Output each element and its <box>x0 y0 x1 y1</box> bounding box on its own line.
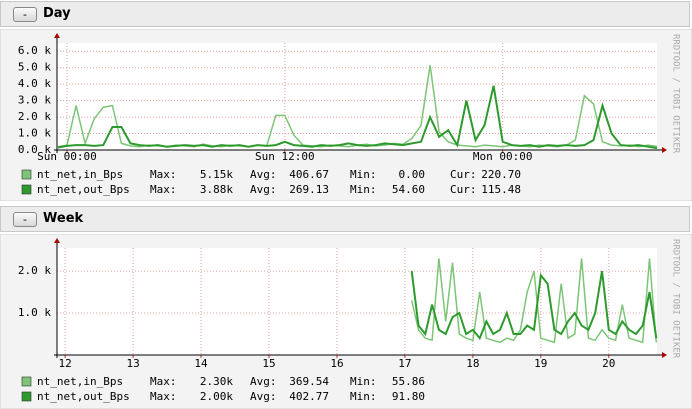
axis-arrow <box>662 147 667 153</box>
legend-swatch <box>21 391 32 402</box>
y-tick-label: 2.0 k <box>18 110 51 123</box>
stat-name: Avg: <box>250 390 277 403</box>
stat-name: Min: <box>350 390 377 403</box>
plot-area <box>57 248 657 355</box>
x-tick-label: 19 <box>534 357 547 370</box>
y-tick-label: 1.0 k <box>18 306 51 319</box>
series-line <box>410 258 658 344</box>
watermark: RRDTOOL / TOBI OETIKER <box>671 34 681 154</box>
x-tick-label: 15 <box>262 357 275 370</box>
stat-value: 406.67 <box>289 168 329 181</box>
stat-value: 369.54 <box>289 375 329 388</box>
x-tick-label: Sun 00:00 <box>37 150 97 163</box>
stat-name: Min: <box>350 183 377 196</box>
stat-value: 5.15k <box>200 168 233 181</box>
legend-label: nt_net,in_Bps <box>37 375 123 388</box>
axis-arrow <box>54 33 60 38</box>
series-line <box>57 85 658 150</box>
y-tick-label: 3.0 k <box>18 94 51 107</box>
panel-header: - Week <box>0 206 690 232</box>
x-tick-label: 13 <box>126 357 139 370</box>
legend-swatch <box>21 184 32 195</box>
x-tick-label: 17 <box>398 357 411 370</box>
y-tick-label: 6.0 k <box>18 44 51 57</box>
legend-swatch <box>21 169 32 180</box>
panel-title: Day <box>43 6 71 21</box>
stat-name: Max: <box>150 390 177 403</box>
stat-value: 269.13 <box>289 183 329 196</box>
y-tick-label: 5.0 k <box>18 61 51 74</box>
stat-value: 2.30k <box>200 375 233 388</box>
collapse-button[interactable]: - <box>13 212 37 227</box>
axis-arrow <box>662 352 667 358</box>
x-tick-label: 16 <box>330 357 343 370</box>
x-tick-label: 14 <box>194 357 208 370</box>
watermark: RRDTOOL / TOBI OETIKER <box>671 239 681 359</box>
graph: 0.0 k 1.0 k 2.0 k 3.0 k 4.0 k 5.0 k 6.0 k Sun 0… <box>0 29 692 201</box>
legend-label: nt_net,in_Bps <box>37 168 123 181</box>
y-tick-label: 2.0 k <box>18 264 51 277</box>
stat-name: Cur: <box>450 168 477 181</box>
x-tick-label: Mon 00:00 <box>473 150 533 163</box>
legend-label: nt_net,out_Bps <box>37 390 130 403</box>
x-tick-label: 18 <box>466 357 479 370</box>
stat-name: Avg: <box>250 183 277 196</box>
panel-header: - Day <box>0 1 690 27</box>
stat-name: Max: <box>150 183 177 196</box>
stat-name: Min: <box>350 375 377 388</box>
stat-value: 2.00k <box>200 390 233 403</box>
stat-value: 3.88k <box>200 183 233 196</box>
stat-value: 55.86 <box>392 375 425 388</box>
stat-name: Max: <box>150 375 177 388</box>
plot-area <box>57 43 657 150</box>
panel-title: Week <box>43 211 84 226</box>
stat-value: 220.70 <box>481 168 521 181</box>
stat-name: Cur: <box>450 183 477 196</box>
stat-value: 54.60 <box>392 183 425 196</box>
stat-value: 402.77 <box>289 390 329 403</box>
collapse-button[interactable]: - <box>13 7 37 22</box>
stat-value: 0.00 <box>399 168 426 181</box>
series-line <box>410 270 658 341</box>
y-tick-label: 0.0 k <box>18 143 51 156</box>
y-tick-label: 1.0 k <box>18 127 51 140</box>
stat-value: 91.80 <box>392 390 425 403</box>
x-tick-label: 20 <box>602 357 615 370</box>
legend-label: nt_net,out_Bps <box>37 183 130 196</box>
stat-name: Avg: <box>250 375 277 388</box>
graph: 1.0 k 2.0 k 12 13 14 15 16 17 18 19 20 nt_net,in_Bp… <box>0 234 692 409</box>
x-tick-label: 12 <box>59 357 72 370</box>
axis-arrow <box>54 238 60 243</box>
y-tick-label: 4.0 k <box>18 77 51 90</box>
legend-swatch <box>21 376 32 387</box>
stat-name: Min: <box>350 168 377 181</box>
stat-name: Max: <box>150 168 177 181</box>
stat-name: Avg: <box>250 168 277 181</box>
x-tick-label: Sun 12:00 <box>255 150 315 163</box>
stat-value: 115.48 <box>481 183 521 196</box>
